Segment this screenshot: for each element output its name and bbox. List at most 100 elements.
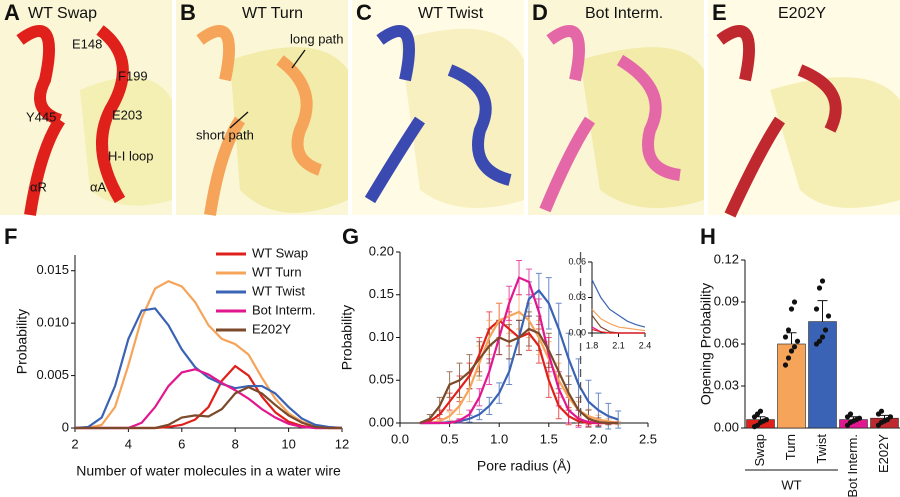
panel-title: WT Twist [418, 5, 484, 22]
error-bar [786, 332, 797, 344]
x-tick-label: 12 [335, 436, 349, 451]
density [400, 28, 524, 208]
series-line [591, 308, 646, 332]
y-tick-label: 0.12 [714, 251, 739, 266]
x-tick-label: 0.5 [441, 431, 459, 446]
data-point [825, 313, 832, 319]
annotation: αA [90, 179, 107, 194]
panel-letter: A [4, 0, 20, 25]
panel-title: WT Turn [242, 5, 303, 22]
panel-letter: F [4, 224, 17, 249]
legend-label: Bot Interm. [252, 302, 316, 317]
series-line [75, 385, 342, 430]
data-point [791, 344, 798, 350]
ribbon [716, 25, 842, 218]
error-bar [879, 414, 890, 419]
y-tick-label: 0.03 [714, 377, 739, 392]
y-tick-label: 0.06 [568, 256, 586, 266]
annotation: H-I loop [108, 148, 154, 163]
x-tick-label: Turn [783, 434, 798, 460]
y-tick-label: 0.005 [36, 367, 69, 382]
x-tick-label: 1.5 [540, 431, 558, 446]
panel-title: E202Y [778, 5, 826, 22]
x-tick-label: 10 [281, 436, 295, 451]
arrow [229, 49, 306, 129]
panel-letter: H [700, 224, 716, 249]
x-tick-label: 2.0 [589, 431, 607, 446]
x-tick-label: Bot Interm. [845, 434, 860, 497]
y-axis-label: Opening Probability [698, 283, 714, 405]
data-point [791, 299, 798, 305]
data-point [788, 348, 795, 354]
density [770, 77, 900, 208]
x-tick-label: 2.1 [612, 340, 625, 350]
series-line [591, 279, 646, 328]
group-label: WT [781, 477, 801, 492]
y-tick-label: 0.10 [369, 329, 394, 344]
panel-letter: D [532, 0, 548, 25]
data-point [856, 415, 863, 421]
annotation: αR [30, 179, 47, 194]
x-tick-label: 1.0 [490, 431, 508, 446]
series-line [74, 307, 343, 430]
annotation: Y445 [26, 109, 56, 124]
series-line [591, 328, 645, 334]
data-point [782, 334, 789, 340]
x-tick-label: 0.0 [391, 431, 409, 446]
series-line [419, 327, 619, 425]
series-line [75, 279, 342, 430]
x-tick-label: 6 [178, 436, 185, 451]
ribbon [364, 25, 512, 204]
data-point [794, 338, 801, 344]
x-tick-label: 8 [232, 436, 239, 451]
annotation: short path [196, 127, 254, 142]
annotation: E148 [72, 36, 102, 51]
annotation: E203 [112, 107, 142, 122]
data-point [822, 327, 829, 333]
y-tick-label: 0.05 [369, 372, 394, 387]
x-tick-label: 4 [125, 436, 132, 451]
x-tick-label: 2 [71, 436, 78, 451]
data-point [782, 362, 789, 368]
annotation: F199 [118, 68, 148, 83]
y-tick-label: 0.06 [714, 335, 739, 350]
panel-letter: G [342, 224, 359, 249]
y-tick-label: 0.00 [714, 419, 739, 434]
data-point [819, 334, 826, 340]
x-tick-label: 2.4 [639, 340, 652, 350]
annotation: long path [290, 31, 344, 46]
legend-label: E202Y [252, 321, 291, 336]
x-axis-label: Pore radius (Å) [477, 458, 571, 474]
legend-label: WT Swap [252, 245, 308, 260]
panel-letter: E [712, 0, 727, 25]
x-tick-label: 2.5 [639, 431, 657, 446]
y-axis-label: Probability [339, 305, 355, 370]
data-point [785, 327, 792, 333]
series-line [419, 310, 619, 425]
data-point [816, 338, 823, 344]
data-point [847, 411, 854, 417]
panel-letter: C [356, 0, 372, 25]
data-point [757, 408, 764, 414]
x-tick-label: E202Y [876, 434, 891, 473]
error-bar [817, 300, 828, 322]
y-axis-label: Probability [14, 309, 30, 374]
data-point [819, 278, 826, 284]
x-tick-label: Twist [814, 434, 829, 464]
panel-title: Bot Interm. [585, 5, 663, 22]
x-axis-label: Number of water molecules in a water wir… [76, 463, 341, 479]
y-tick-label: 0.09 [714, 293, 739, 308]
data-point [878, 408, 885, 414]
bar [777, 343, 806, 429]
legend-label: WT Turn [252, 264, 302, 279]
y-tick-label: 0.03 [568, 292, 586, 302]
data-point [887, 414, 894, 420]
panel-letter: B [180, 0, 196, 25]
y-tick-label: 0.20 [369, 243, 394, 258]
data-point [816, 285, 823, 291]
y-tick-label: 0.015 [36, 262, 69, 277]
panel-title: WT Swap [28, 5, 97, 22]
y-tick-label: 0.010 [36, 315, 69, 330]
y-tick-label: 0.00 [369, 414, 394, 429]
